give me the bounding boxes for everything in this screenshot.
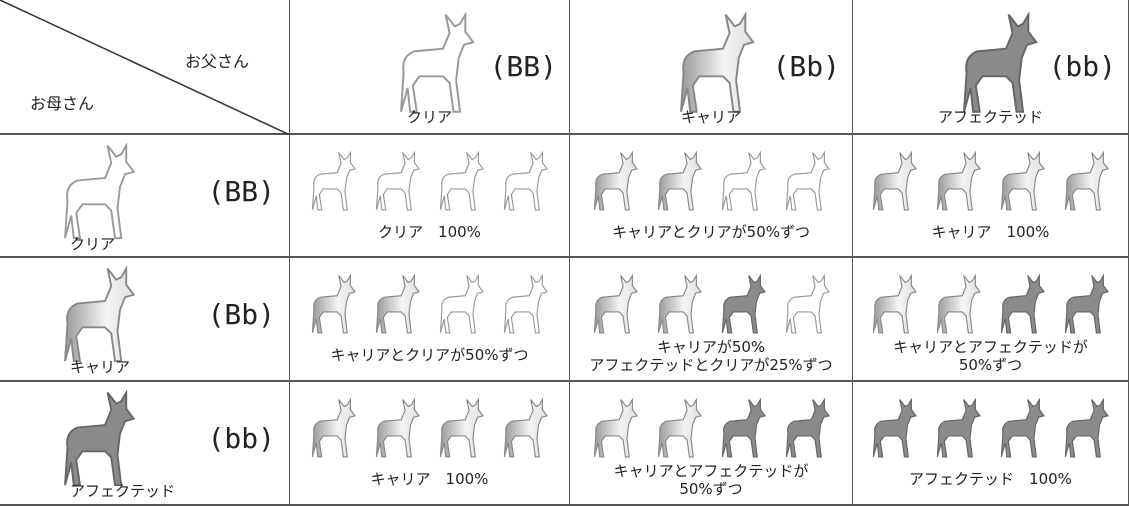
dog-icon: [311, 151, 356, 211]
offspring-text: アフェクテッドとクリアが25%ずつ: [589, 356, 833, 374]
dog-icon: [721, 151, 766, 211]
dog-icon: [657, 274, 702, 334]
offspring-text: 50%ずつ: [958, 356, 1023, 374]
dog-icon: [375, 274, 420, 334]
offspring-text: クリア 100%: [378, 223, 481, 241]
dog-icon: [721, 274, 766, 334]
dog-icon: [1064, 398, 1109, 458]
dog-icon: [785, 398, 830, 458]
dog-icon: [872, 151, 917, 211]
genotype: (bb): [207, 422, 275, 455]
dog-icon: [872, 398, 917, 458]
dog-icon: [936, 398, 981, 458]
dog-icon: [785, 274, 830, 334]
offspring-cell: キャリアとアフェクテッドが 50%ずつ: [853, 258, 1129, 382]
dog-icon: [311, 398, 356, 458]
dog-icon: [439, 274, 484, 334]
dog-icon: [503, 151, 548, 211]
column-header: (BB) クリア: [290, 0, 570, 135]
dog-icon: [785, 151, 830, 211]
offspring-text: キャリアとアフェクテッドが: [613, 462, 809, 480]
offspring-cell: キャリアとアフェクテッドが 50%ずつ: [570, 382, 853, 506]
phenotype: キャリア: [680, 108, 741, 126]
dog-icon: [1000, 398, 1045, 458]
offspring-cell: キャリア 100%: [290, 382, 570, 506]
offspring-cell: クリア 100%: [290, 135, 570, 258]
offspring-cell: キャリアとクリアが50%ずつ: [570, 135, 853, 258]
dog-icon: [439, 398, 484, 458]
dog-icon: [1064, 151, 1109, 211]
genotype: (Bb): [772, 50, 840, 83]
offspring-text: キャリア 100%: [370, 470, 489, 488]
offspring-text: キャリアとアフェクテッドが: [893, 338, 1088, 356]
dog-icon: [503, 274, 548, 334]
row-header: (Bb) キャリア: [0, 258, 290, 382]
dog-icon: [439, 151, 484, 211]
genotype: (Bb): [207, 298, 275, 331]
mother-label: お母さん: [30, 94, 95, 113]
dog-icon: [375, 151, 420, 211]
offspring-cell: キャリア 100%: [853, 135, 1129, 258]
dog-icon: [680, 13, 755, 113]
dog-icon: [963, 13, 1038, 113]
dog-icon: [400, 13, 475, 113]
phenotype: アフェクテッド: [937, 108, 1043, 126]
genotype: (BB): [489, 50, 557, 83]
dog-icon: [721, 398, 766, 458]
dog-icon: [64, 144, 135, 239]
offspring-text: アフェクテッド 100%: [909, 470, 1072, 488]
corner-cell: お父さんお母さん: [0, 0, 290, 135]
offspring-text: キャリアが50%: [656, 338, 766, 356]
phenotype: キャリア: [70, 358, 131, 376]
dog-icon: [657, 398, 702, 458]
dog-icon: [503, 398, 548, 458]
dog-icon: [375, 398, 420, 458]
dog-icon: [936, 274, 981, 334]
offspring-text: キャリアとクリアが50%ずつ: [330, 346, 529, 364]
offspring-text: 50%ずつ: [679, 480, 743, 498]
dog-icon: [872, 274, 917, 334]
column-header: (Bb) キャリア: [570, 0, 853, 135]
dog-icon: [1000, 274, 1045, 334]
offspring-text: キャリア 100%: [931, 223, 1050, 241]
phenotype: アフェクテッド: [70, 482, 176, 500]
dog-icon: [64, 391, 135, 486]
dog-icon: [657, 151, 702, 211]
column-header: (bb) アフェクテッド: [853, 0, 1129, 135]
offspring-cell: キャリアが50% アフェクテッドとクリアが25%ずつ: [570, 258, 853, 382]
dog-icon: [936, 151, 981, 211]
offspring-text: キャリアとクリアが50%ずつ: [611, 223, 811, 241]
row-header: (BB) クリア: [0, 135, 290, 258]
dog-icon: [593, 398, 638, 458]
genotype: (BB): [207, 175, 275, 208]
dog-icon: [1000, 151, 1045, 211]
row-header: (bb) アフェクテッド: [0, 382, 290, 506]
dog-icon: [311, 274, 356, 334]
phenotype: クリア: [70, 235, 116, 253]
dog-icon: [593, 151, 638, 211]
genotype: (bb): [1048, 50, 1116, 83]
father-label: お父さん: [185, 52, 250, 71]
dog-icon: [64, 267, 135, 362]
offspring-cell: キャリアとクリアが50%ずつ: [290, 258, 570, 382]
dog-icon: [1064, 274, 1109, 334]
phenotype: クリア: [406, 108, 452, 126]
dog-icon: [593, 274, 638, 334]
diagonal: [0, 0, 290, 135]
offspring-cell: アフェクテッド 100%: [853, 382, 1129, 506]
